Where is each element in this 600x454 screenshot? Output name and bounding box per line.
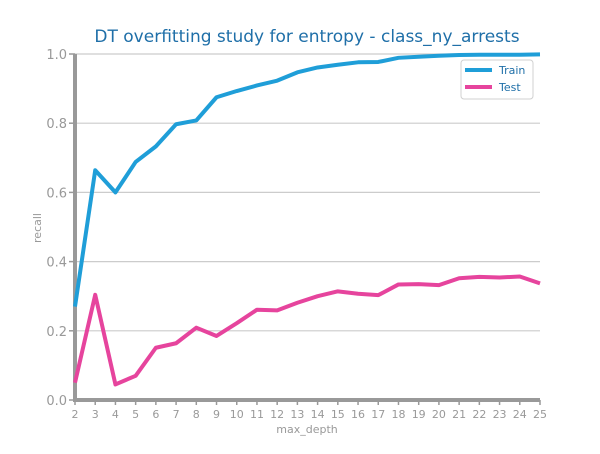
series-line-train	[73, 52, 541, 307]
x-tick-label-3: 5	[132, 408, 139, 421]
x-tick-label-16: 18	[391, 408, 405, 421]
x-tick-label-19: 21	[452, 408, 466, 421]
legend-label-test: Test	[498, 81, 521, 94]
x-tick-label-17: 19	[412, 408, 426, 421]
x-tick-label-2: 4	[112, 408, 119, 421]
x-tick-label-11: 13	[290, 408, 304, 421]
x-tick-label-21: 23	[493, 408, 507, 421]
legend-label-train: Train	[498, 64, 525, 77]
grid-layer	[75, 53, 540, 332]
y-tick-label-1: 0.2	[46, 325, 67, 340]
y-tick-label-3: 0.6	[46, 186, 67, 201]
x-tick-label-22: 24	[513, 408, 527, 421]
legend: Train Test	[460, 59, 534, 100]
series-layer	[73, 52, 541, 387]
series-line-test	[73, 274, 541, 387]
x-tick-label-15: 17	[371, 408, 385, 421]
x-tick-label-6: 8	[193, 408, 200, 421]
x-tick-label-7: 9	[213, 408, 220, 421]
x-tick-label-10: 12	[270, 408, 284, 421]
x-axis-label: max_depth	[276, 423, 338, 436]
y-axis-label: recall	[31, 213, 44, 243]
x-tick-label-12: 14	[311, 408, 325, 421]
y-tick-label-4: 0.8	[46, 117, 67, 132]
x-tick-label-5: 7	[173, 408, 180, 421]
x-tick-label-13: 15	[331, 408, 345, 421]
x-tick-label-4: 6	[152, 408, 159, 421]
y-tick-label-2: 0.4	[46, 256, 67, 271]
y-tick-label-5: 1.0	[46, 48, 67, 63]
y-tick-label-0: 0.0	[46, 394, 67, 409]
x-tick-label-18: 20	[432, 408, 446, 421]
x-tick-label-14: 16	[351, 408, 365, 421]
x-tick-label-20: 22	[472, 408, 486, 421]
axis-layer: 0.00.20.40.60.81.02 3 4 5 6 7 8 9 10 11 12 13 14 15 16…	[46, 48, 547, 421]
x-tick-label-9: 11	[250, 408, 264, 421]
x-tick-label-8: 10	[230, 408, 244, 421]
x-tick-label-23: 25	[533, 408, 547, 421]
x-tick-label-0: 2	[72, 408, 79, 421]
x-tick-label-1: 3	[92, 408, 99, 421]
chart-title: DT overfitting study for entropy - class…	[94, 27, 519, 47]
